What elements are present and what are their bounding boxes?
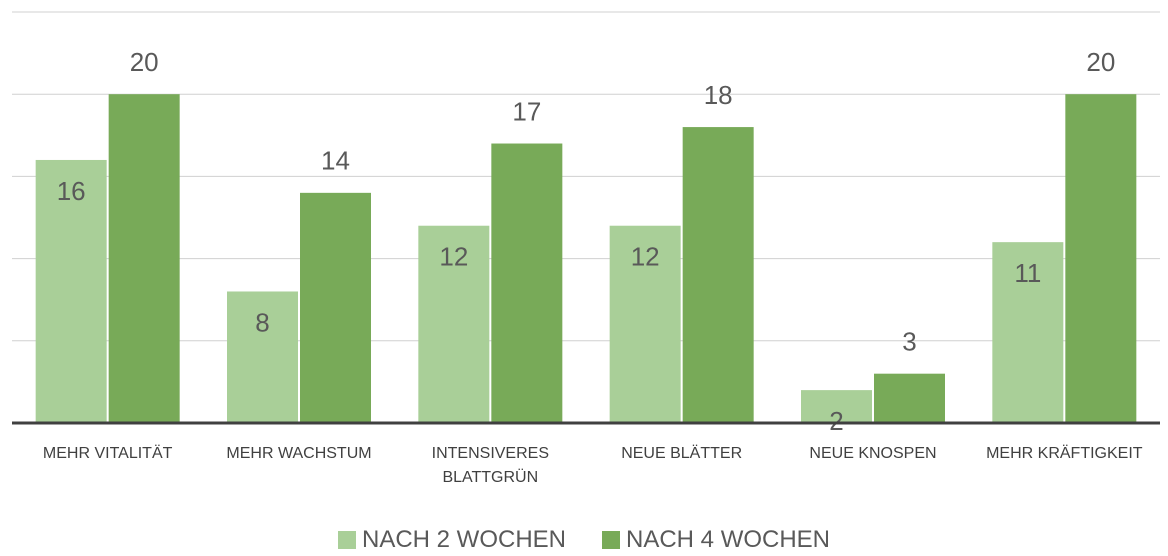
bar [682,127,754,423]
data-label: 20 [130,47,159,77]
x-tick-label: NEUE BLÄTTER [621,445,743,462]
x-tick-label: MEHR WACHSTUM [226,445,372,462]
bar [801,390,872,423]
bar [418,225,490,423]
bar [1065,94,1137,423]
data-label: 16 [57,176,86,206]
legend: NACH 2 WOCHEN NACH 4 WOCHEN [0,526,1168,556]
bar [491,143,563,423]
data-label: 8 [255,307,269,337]
bar [227,291,298,423]
data-label: 14 [321,146,350,176]
x-tick-label: MEHR VITALITÄT [42,445,173,462]
bar [300,192,371,423]
legend-item: NACH 4 WOCHEN [602,526,830,554]
x-tick-label: INTENSIVERES BLATTGRÜN [431,445,549,486]
data-label: 12 [631,242,660,272]
legend-swatch [602,531,620,549]
bar [35,159,107,423]
data-label: 18 [704,80,733,110]
data-label: 20 [1086,47,1115,77]
legend-item: NACH 2 WOCHEN [337,526,566,554]
data-label: 11 [1014,258,1041,288]
bar [992,242,1064,423]
x-tick-label: NEUE KNOSPEN [809,445,937,462]
data-label: 3 [902,327,916,357]
bar [108,94,180,423]
bar [609,225,681,423]
data-label: 17 [512,96,541,126]
data-label: 2 [829,406,843,436]
legend-label: NACH 2 WOCHEN [361,526,566,553]
data-label: 12 [439,242,468,272]
legend-swatch [337,531,356,549]
x-tick-label: MEHR KRÄFTIGKEIT [986,445,1143,462]
legend-label: NACH 4 WOCHEN [626,526,831,553]
bar [874,373,945,423]
